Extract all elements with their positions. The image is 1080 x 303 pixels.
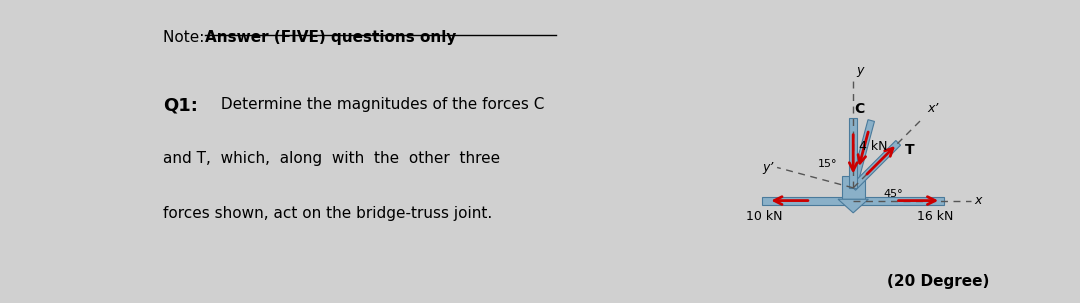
Text: 16 kN: 16 kN xyxy=(917,210,954,223)
Text: 15°: 15° xyxy=(818,159,837,169)
Text: (20 Degree): (20 Degree) xyxy=(887,274,989,289)
Text: Q1:: Q1: xyxy=(163,97,198,115)
Polygon shape xyxy=(849,118,858,188)
Polygon shape xyxy=(841,176,865,199)
Text: Note:: Note: xyxy=(163,30,210,45)
Text: T: T xyxy=(904,143,914,157)
Text: and T,  which,  along  with  the  other  three: and T, which, along with the other three xyxy=(163,152,500,167)
Text: y’: y’ xyxy=(762,161,773,174)
Polygon shape xyxy=(851,141,901,190)
Polygon shape xyxy=(838,199,868,213)
Text: Answer (FIVE) questions only: Answer (FIVE) questions only xyxy=(205,30,457,45)
Text: 45°: 45° xyxy=(883,189,903,199)
Text: y: y xyxy=(856,64,864,77)
Text: C: C xyxy=(854,102,864,116)
Text: Determine the magnitudes of the forces C: Determine the magnitudes of the forces C xyxy=(216,97,544,112)
Text: forces shown, act on the bridge-truss joint.: forces shown, act on the bridge-truss jo… xyxy=(163,206,492,221)
Text: 10 kN: 10 kN xyxy=(745,210,782,223)
Polygon shape xyxy=(850,120,875,189)
Text: x: x xyxy=(974,194,982,207)
Text: x’: x’ xyxy=(928,102,939,115)
Polygon shape xyxy=(762,197,944,205)
Text: 4 kN: 4 kN xyxy=(860,141,888,153)
